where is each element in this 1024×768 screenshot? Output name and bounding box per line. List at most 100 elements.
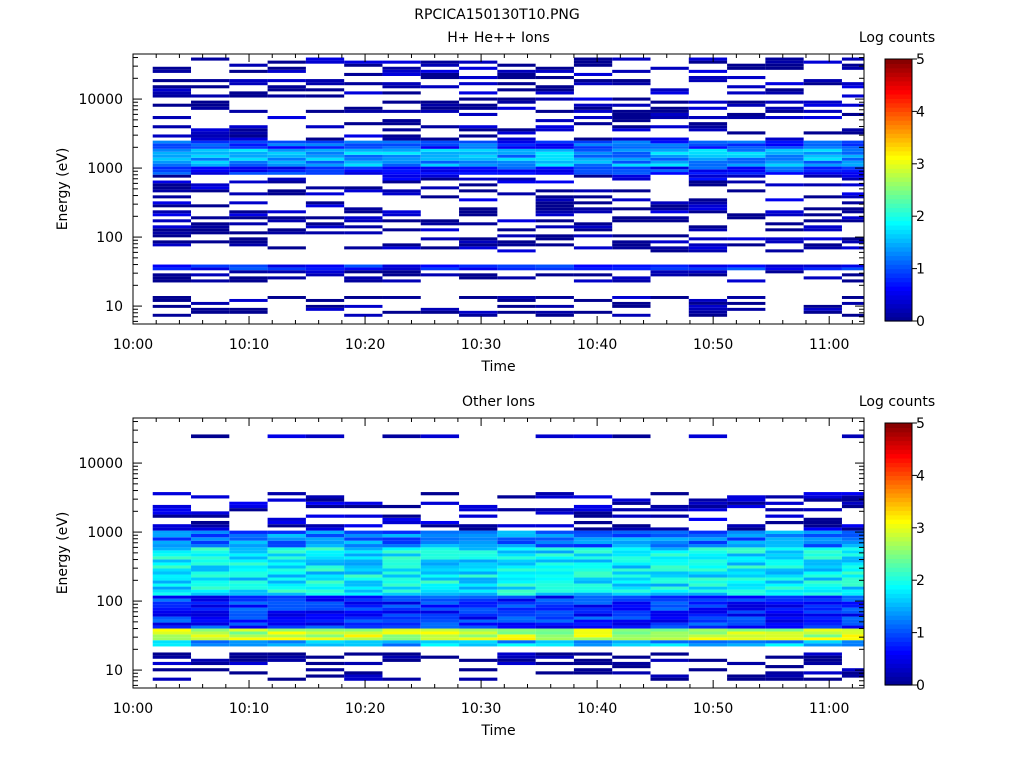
colorbar-strip bbox=[885, 277, 912, 283]
heatmap-cell bbox=[497, 524, 536, 528]
heatmap-cell bbox=[841, 66, 864, 70]
heatmap-cell bbox=[344, 72, 383, 76]
heatmap-cell bbox=[803, 568, 842, 572]
heatmap-cell bbox=[382, 100, 421, 104]
heatmap-cell bbox=[688, 169, 728, 173]
heatmap-cell bbox=[459, 157, 498, 161]
heatmap-cell bbox=[382, 219, 421, 223]
heatmap-cell bbox=[152, 240, 192, 244]
heatmap-cell bbox=[803, 622, 842, 626]
heatmap-cell bbox=[152, 640, 192, 644]
heatmap-cell bbox=[152, 508, 192, 512]
heatmap-cell bbox=[612, 544, 651, 548]
heatmap-cell bbox=[841, 240, 864, 244]
heatmap-cell bbox=[573, 619, 613, 623]
heatmap-cell bbox=[535, 598, 574, 602]
heatmap-cell bbox=[765, 537, 804, 541]
heatmap-cell bbox=[765, 628, 804, 632]
heatmap-cell bbox=[497, 166, 536, 170]
heatmap-cell bbox=[459, 213, 498, 217]
colorbar-strip bbox=[885, 584, 912, 590]
colorbar-strip bbox=[885, 255, 912, 261]
heatmap-cell bbox=[382, 192, 421, 196]
heatmap-cell bbox=[305, 553, 345, 557]
heatmap-cell bbox=[305, 583, 345, 587]
heatmap-cell bbox=[382, 160, 421, 164]
heatmap-cell bbox=[497, 619, 536, 623]
heatmap-cell bbox=[841, 586, 864, 590]
heatmap-cell bbox=[344, 537, 383, 541]
heatmap-cell bbox=[497, 69, 536, 73]
heatmap-cell bbox=[841, 313, 864, 317]
heatmap-cell bbox=[382, 562, 421, 566]
heatmap-cell bbox=[191, 189, 230, 193]
colorbar-label: Log counts bbox=[859, 30, 935, 46]
heatmap-cell bbox=[267, 589, 306, 593]
heatmap-cell bbox=[459, 313, 498, 317]
colorbar-strip bbox=[885, 457, 912, 463]
heatmap-cell bbox=[382, 119, 421, 123]
heatmap-cell bbox=[191, 240, 230, 244]
heatmap-cell bbox=[344, 595, 383, 599]
y-axis-label: Energy (eV) bbox=[55, 148, 71, 231]
heatmap-cell bbox=[612, 533, 651, 538]
heatmap-cell bbox=[497, 106, 536, 110]
heatmap-cell bbox=[229, 580, 268, 584]
heatmap-cell bbox=[650, 544, 689, 548]
heatmap-cell bbox=[727, 677, 766, 681]
heatmap-cell bbox=[420, 559, 460, 563]
heatmap-cell bbox=[382, 652, 421, 656]
heatmap-cell bbox=[305, 225, 345, 229]
heatmap-cell bbox=[688, 553, 728, 557]
heatmap-cell bbox=[152, 550, 192, 554]
heatmap-cell bbox=[344, 140, 383, 144]
heatmap-cell bbox=[573, 511, 613, 515]
heatmap-cell bbox=[305, 580, 345, 584]
heatmap-cell bbox=[267, 556, 306, 560]
heatmap-cell bbox=[803, 219, 842, 223]
heatmap-cell bbox=[573, 103, 613, 107]
heatmap-cell bbox=[497, 160, 536, 164]
heatmap-cell bbox=[841, 553, 864, 557]
heatmap-cell bbox=[420, 540, 460, 545]
heatmap-cell bbox=[382, 72, 421, 76]
heatmap-cell bbox=[459, 537, 498, 541]
heatmap-cell bbox=[688, 166, 728, 170]
heatmap-cell bbox=[573, 616, 613, 620]
heatmap-cell bbox=[191, 661, 230, 666]
heatmap-cell bbox=[841, 550, 864, 554]
heatmap-cell bbox=[459, 586, 498, 590]
heatmap-cell bbox=[152, 166, 192, 170]
heatmap-cell bbox=[497, 601, 536, 605]
heatmap-cell bbox=[727, 661, 766, 666]
heatmap-cell bbox=[765, 544, 804, 548]
heatmap-cell bbox=[497, 580, 536, 584]
heatmap-cell bbox=[191, 547, 230, 551]
heatmap-cell bbox=[382, 677, 421, 681]
heatmap-cell bbox=[841, 85, 864, 89]
heatmap-cell bbox=[459, 222, 498, 226]
heatmap-cell bbox=[765, 619, 804, 623]
heatmap-cell bbox=[191, 553, 230, 557]
heatmap-cell bbox=[191, 622, 230, 626]
panel-title: Other Ions bbox=[462, 394, 535, 410]
heatmap-cell bbox=[535, 264, 574, 268]
heatmap-cell bbox=[688, 115, 728, 120]
heatmap-cell bbox=[688, 540, 728, 545]
heatmap-cell bbox=[841, 434, 864, 439]
heatmap-cell bbox=[573, 264, 613, 268]
heatmap-cell bbox=[305, 595, 345, 599]
heatmap-cell bbox=[650, 210, 689, 214]
heatmap-cell bbox=[497, 598, 536, 602]
heatmap-cell bbox=[612, 634, 651, 638]
heatmap-cell bbox=[803, 520, 842, 525]
heatmap-cell bbox=[420, 565, 460, 569]
colorbar-tick-label: 0 bbox=[916, 314, 925, 330]
heatmap-cell bbox=[573, 60, 613, 64]
heatmap-cell bbox=[152, 231, 192, 235]
heatmap-cell bbox=[535, 628, 574, 632]
heatmap-cell bbox=[459, 677, 498, 681]
heatmap-cell bbox=[727, 601, 766, 605]
heatmap-cell bbox=[459, 514, 498, 518]
heatmap-cell bbox=[382, 296, 421, 299]
